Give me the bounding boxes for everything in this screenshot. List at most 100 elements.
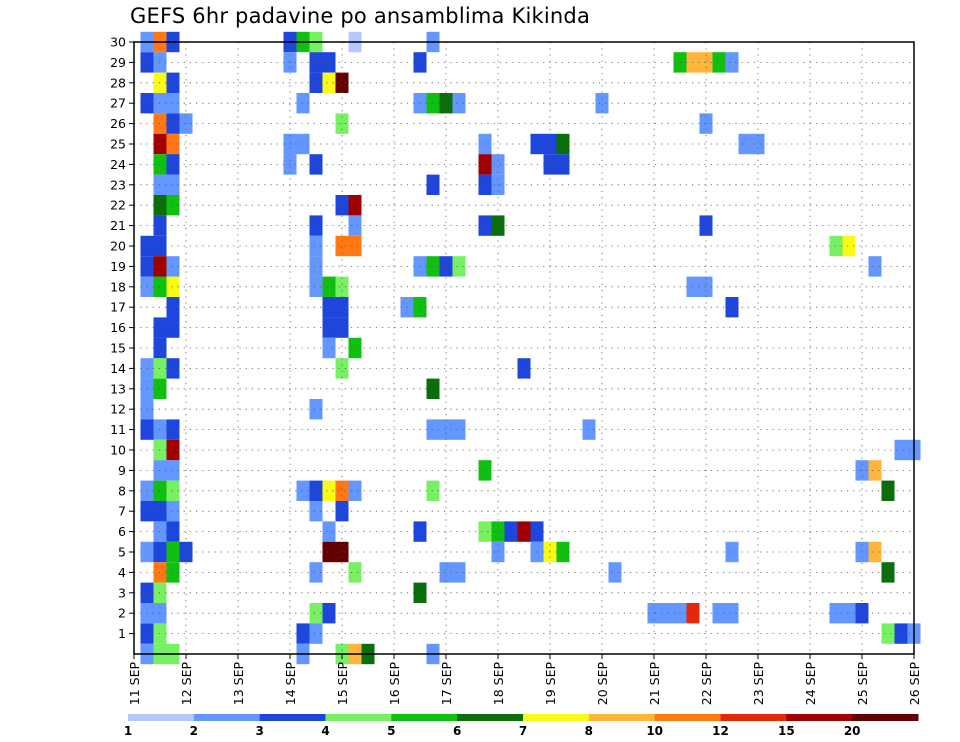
heatmap-cell <box>166 480 180 501</box>
colorbar-swatch <box>654 714 721 721</box>
x-tick-label: 21 SEP <box>647 662 662 706</box>
y-tick-label: 15 <box>110 341 126 356</box>
colorbar-swatch <box>786 714 853 721</box>
colorbar-label: 15 <box>778 724 795 738</box>
colorbar-label: 8 <box>585 724 593 738</box>
heatmap-cell <box>322 276 336 297</box>
x-tick-label: 15 SEP <box>335 662 350 706</box>
heatmap-cell <box>166 113 180 134</box>
heatmap-cell <box>166 195 180 216</box>
heatmap-cell <box>166 562 180 583</box>
x-tick-label: 26 SEP <box>907 662 922 706</box>
heatmap-cell <box>335 297 349 318</box>
heatmap-cell <box>166 174 180 195</box>
heatmap-cell <box>478 215 492 236</box>
heatmap-cell <box>699 276 713 297</box>
x-axis: 11 SEP 12 SEP 13 SEP 14 SEP 15 SEP 16 SEP 17 S… <box>127 654 922 705</box>
heatmap-cell <box>322 317 336 338</box>
colorbar-swatch <box>259 714 326 721</box>
heatmap-cell <box>166 439 180 461</box>
heatmap-cell <box>426 93 440 114</box>
heatmap-cell <box>166 297 180 318</box>
heatmap-cell <box>335 358 349 379</box>
colorbar-label: 4 <box>321 724 329 738</box>
x-tick-label: 17 SEP <box>439 662 454 706</box>
heatmap-cell <box>309 72 323 93</box>
heatmap-cell <box>309 276 323 297</box>
heatmap-cell <box>335 480 349 501</box>
y-tick-label: 16 <box>110 320 126 335</box>
colorbar-label: 12 <box>712 724 729 738</box>
heatmap-cell <box>608 562 622 583</box>
heatmap-cell <box>491 541 505 563</box>
heatmap-cell <box>738 133 752 155</box>
heatmap-cell <box>725 603 739 624</box>
heatmap-cell <box>712 52 726 73</box>
heatmap-cell <box>517 358 531 379</box>
heatmap-cell <box>335 195 349 216</box>
heatmap-cell <box>855 541 869 563</box>
heatmap-cell <box>426 480 440 501</box>
y-tick-label: 30 <box>110 35 126 50</box>
heatmap-cell <box>166 256 180 277</box>
y-tick-label: 10 <box>110 443 126 458</box>
heatmap-cell <box>309 623 323 644</box>
heatmap-cell <box>699 52 713 73</box>
heatmap-cell <box>868 541 882 563</box>
y-tick-label: 25 <box>110 137 126 152</box>
y-tick-label: 29 <box>110 55 126 70</box>
chart-title: GEFS 6hr padavine po ansamblima Kikinda <box>130 4 591 28</box>
heatmap-cell <box>335 72 349 93</box>
heatmap-cell <box>426 174 440 195</box>
y-axis: 1234567891011121314151617181920212223242… <box>110 35 134 641</box>
y-tick-label: 22 <box>110 198 126 213</box>
heatmap-cell <box>348 235 362 257</box>
colorbar-label: 2 <box>190 724 198 738</box>
heatmap-cell <box>166 358 180 379</box>
heatmap-cell <box>478 174 492 195</box>
heatmap-cell <box>309 501 323 522</box>
grid-layer <box>134 41 914 654</box>
heatmap-cell <box>166 154 180 175</box>
y-tick-label: 21 <box>110 218 126 233</box>
heatmap-cell <box>348 337 362 359</box>
heatmap-cell <box>309 215 323 236</box>
heatmap-cell <box>322 337 336 359</box>
heatmap-cell <box>335 276 349 297</box>
heatmap-cell <box>426 256 440 277</box>
heatmap-cell <box>491 521 505 542</box>
y-tick-label: 19 <box>110 259 126 274</box>
heatmap-cell <box>296 623 310 644</box>
heatmap-cell <box>166 501 180 522</box>
colorbar-swatch <box>391 714 458 721</box>
y-tick-label: 14 <box>110 361 126 376</box>
heatmap-cell <box>426 378 440 399</box>
colorbar-swatch <box>523 714 590 721</box>
x-tick-label: 13 SEP <box>231 662 246 706</box>
x-tick-label: 22 SEP <box>699 662 714 706</box>
heatmap-cell <box>439 419 453 440</box>
heatmap-cell <box>881 562 895 583</box>
heatmap-cell <box>881 480 895 501</box>
heatmap-cell <box>309 52 323 73</box>
heatmap-cell <box>725 297 739 318</box>
heatmap-cell <box>348 562 362 583</box>
heatmap-cell <box>309 562 323 583</box>
colorbar-swatch <box>325 714 392 721</box>
heatmap-cell <box>452 256 466 277</box>
colorbar-label: 3 <box>255 724 263 738</box>
heatmap-cell <box>166 317 180 338</box>
x-tick-label: 16 SEP <box>387 662 402 706</box>
y-tick-label: 1 <box>118 626 126 641</box>
colorbar: 1 2 3 4 5 6 7 8 10 12 15 20 <box>124 714 919 738</box>
heatmap-cell <box>322 541 336 563</box>
heatmap-cell <box>452 562 466 583</box>
heatmap-cell <box>842 235 856 257</box>
heatmap-cell <box>335 541 349 563</box>
heatmap-cell <box>322 521 336 542</box>
heatmap-cell <box>725 541 739 563</box>
x-tick-label: 11 SEP <box>127 662 142 706</box>
heatmap-cell <box>439 562 453 583</box>
heatmap-cell <box>751 133 765 155</box>
colorbar-swatch <box>852 714 919 721</box>
